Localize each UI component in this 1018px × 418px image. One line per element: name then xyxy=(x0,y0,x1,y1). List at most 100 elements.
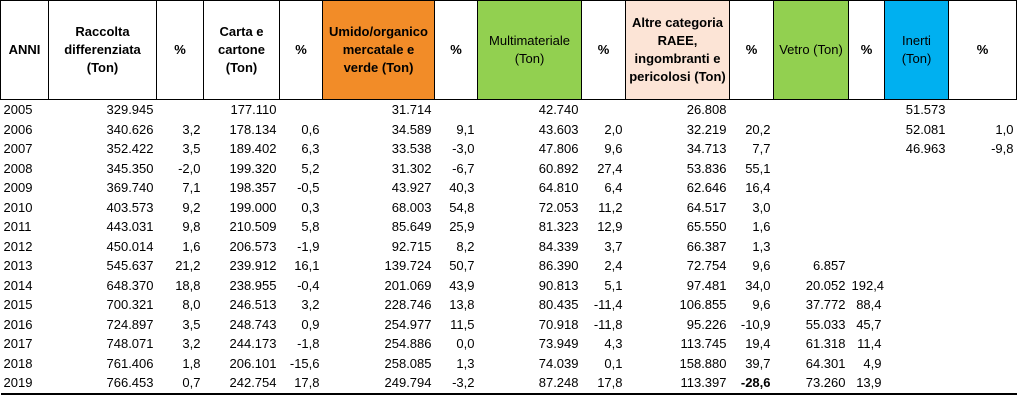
cell-umido-pct: 43,9 xyxy=(449,277,475,293)
cell-raccolta: 340.626 xyxy=(106,121,154,137)
table-row: 2014 648.370 18,8 238.955 -0,4 201.069 43,9 90.… xyxy=(1,276,1017,296)
cell-year: 2012 xyxy=(3,238,33,254)
cell-umido: 31.714 xyxy=(391,102,432,118)
cell-inerti-pct xyxy=(949,276,1017,296)
cell-multi: 80.435 xyxy=(538,297,579,313)
header-pct: % xyxy=(434,0,478,100)
cell-vetro xyxy=(774,159,849,179)
cell-umido: 201.069 xyxy=(384,277,432,293)
table-row: 2019 766.453 0,7 242.754 17,8 249.794 -3,2 87.2… xyxy=(0,373,1017,395)
header-vetro: Vetro (Ton) xyxy=(773,0,849,100)
cell-inerti-pct xyxy=(949,178,1017,198)
cell-altre-pct: 19,4 xyxy=(745,336,771,352)
cell-raccolta-pct: 18,8 xyxy=(175,277,201,293)
cell-altre-pct: 9,6 xyxy=(752,297,771,313)
cell-altre: 72.754 xyxy=(686,258,727,274)
cell-umido: 68.003 xyxy=(391,199,432,215)
cell-carta: 244.173 xyxy=(229,336,277,352)
cell-raccolta: 345.350 xyxy=(106,160,154,176)
cell-vetro xyxy=(774,178,849,198)
cell-raccolta-pct: 0,7 xyxy=(156,373,204,395)
cell-multi-pct: 11,2 xyxy=(598,199,623,215)
cell-inerti xyxy=(885,256,949,276)
cell-multi: 73.949 xyxy=(538,336,579,352)
cell-raccolta: 352.422 xyxy=(106,141,154,157)
cell-inerti-pct xyxy=(948,373,1017,395)
cell-vetro-pct xyxy=(849,178,885,198)
waste-collection-table: ANNI Raccolta differenziata (Ton) % Cart… xyxy=(0,0,1017,395)
cell-multi: 81.323 xyxy=(538,219,579,235)
cell-inerti-pct xyxy=(949,334,1017,354)
cell-umido: 228.746 xyxy=(384,297,432,313)
cell-altre: 34.713 xyxy=(686,141,727,157)
cell-altre-pct: -10,9 xyxy=(740,316,771,332)
cell-raccolta-pct: 7,1 xyxy=(182,180,201,196)
cell-carta-pct: 0,3 xyxy=(301,199,320,215)
cell-carta-pct: 0,9 xyxy=(301,316,320,332)
cell-vetro xyxy=(774,139,849,159)
cell-carta: 178.134 xyxy=(229,121,277,137)
cell-year: 2013 xyxy=(3,258,33,274)
cell-altre: 53.836 xyxy=(686,160,727,176)
cell-altre: 113.745 xyxy=(680,336,727,352)
cell-altre-pct: 34,0 xyxy=(745,277,771,293)
cell-year: 2008 xyxy=(3,160,33,176)
cell-year: 2017 xyxy=(3,336,33,352)
cell-multi: 42.740 xyxy=(538,102,579,118)
cell-carta: 242.754 xyxy=(203,373,280,395)
table-row: 2012 450.014 1,6 206.573 -1,9 92.715 8,2 84.339… xyxy=(1,237,1017,257)
table-row: 2016 724.897 3,5 248.743 0,9 254.977 11,5 70.91… xyxy=(1,315,1017,335)
cell-umido-pct: 25,9 xyxy=(449,219,475,235)
cell-carta: 210.509 xyxy=(229,219,277,235)
cell-inerti-pct: -9,8 xyxy=(991,141,1014,157)
cell-vetro: 55.033 xyxy=(805,316,846,332)
cell-vetro-pct xyxy=(849,256,885,276)
cell-carta: 199.320 xyxy=(229,160,277,176)
cell-year: 2010 xyxy=(3,199,33,215)
cell-vetro: 37.772 xyxy=(805,297,846,313)
cell-year: 2018 xyxy=(3,355,33,371)
cell-umido-pct: -3,2 xyxy=(434,373,478,395)
cell-inerti-pct: 1,0 xyxy=(995,121,1014,137)
cell-vetro-pct xyxy=(849,100,885,120)
cell-multi-pct xyxy=(582,100,626,120)
cell-year: 2007 xyxy=(3,141,33,157)
cell-carta-pct: 17,8 xyxy=(279,373,323,395)
cell-inerti-pct xyxy=(949,198,1017,218)
cell-inerti xyxy=(885,198,949,218)
cell-carta-pct: 0,6 xyxy=(301,121,320,137)
cell-multi: 74.039 xyxy=(538,355,579,371)
cell-carta-pct: -1,8 xyxy=(297,336,320,352)
cell-carta: 206.573 xyxy=(229,238,277,254)
cell-umido: 43.927 xyxy=(391,180,432,196)
cell-raccolta: 403.573 xyxy=(106,199,154,215)
cell-carta-pct: -1,9 xyxy=(297,238,320,254)
table-row: 2008 345.350 -2,0 199.320 5,2 31.302 -6,7 60.89… xyxy=(1,159,1017,179)
cell-vetro-pct: 13,9 xyxy=(848,373,885,395)
header-multimateriale: Multimateriale (Ton) xyxy=(477,0,582,100)
cell-altre: 65.550 xyxy=(686,219,727,235)
cell-umido-pct xyxy=(435,100,478,120)
cell-altre: 106.855 xyxy=(679,297,727,313)
cell-vetro-pct xyxy=(849,198,885,218)
cell-umido-pct: 8,2 xyxy=(456,238,475,254)
cell-carta: 248.743 xyxy=(229,316,277,332)
cell-inerti xyxy=(885,178,949,198)
cell-raccolta: 761.406 xyxy=(106,355,154,371)
cell-carta: 206.101 xyxy=(229,355,277,371)
cell-altre-pct: 16,4 xyxy=(745,180,771,196)
cell-altre-pct: 7,7 xyxy=(752,141,771,157)
cell-inerti xyxy=(885,276,949,296)
cell-altre-pct: 1,6 xyxy=(752,219,771,235)
cell-inerti-pct xyxy=(949,159,1017,179)
cell-inerti-pct xyxy=(949,256,1017,276)
cell-carta: 239.912 xyxy=(229,258,277,274)
cell-raccolta: 329.945 xyxy=(106,102,154,118)
cell-vetro-pct: 88,4 xyxy=(856,297,882,313)
header-pct: % xyxy=(156,0,204,100)
cell-raccolta-pct: 1,6 xyxy=(182,238,201,254)
cell-multi-pct: 3,7 xyxy=(604,238,623,254)
table-row: 2005 329.945 177.110 31.714 42.740 26.808 51.5… xyxy=(1,100,1017,120)
cell-inerti xyxy=(885,159,949,179)
cell-umido: 254.977 xyxy=(384,316,432,332)
